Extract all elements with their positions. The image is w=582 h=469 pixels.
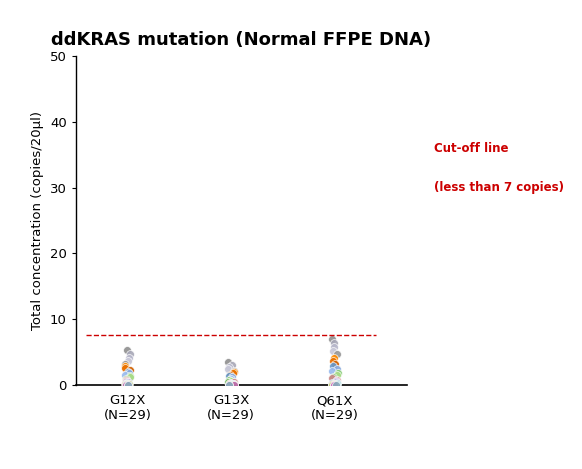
Point bbox=[124, 370, 133, 377]
Point bbox=[229, 381, 239, 388]
Point bbox=[122, 379, 132, 387]
Point bbox=[329, 348, 338, 355]
Point bbox=[225, 381, 234, 388]
Point bbox=[328, 380, 337, 388]
Point bbox=[229, 368, 239, 376]
Point bbox=[229, 381, 239, 388]
Point bbox=[328, 373, 338, 380]
Point bbox=[123, 381, 133, 388]
Point bbox=[224, 376, 233, 384]
Point bbox=[120, 363, 130, 370]
Point bbox=[126, 372, 135, 380]
Point bbox=[228, 380, 237, 387]
Point bbox=[332, 377, 341, 385]
Point bbox=[225, 363, 234, 371]
Point bbox=[227, 361, 236, 369]
Point bbox=[327, 335, 336, 342]
Point bbox=[332, 376, 342, 384]
Point bbox=[332, 379, 341, 386]
Point bbox=[121, 381, 130, 388]
Point bbox=[226, 375, 236, 382]
Point bbox=[332, 380, 342, 388]
Point bbox=[123, 379, 132, 386]
Point bbox=[331, 381, 340, 388]
Point bbox=[333, 369, 343, 377]
Text: (less than 7 copies): (less than 7 copies) bbox=[434, 181, 564, 194]
Point bbox=[229, 367, 239, 375]
Point bbox=[327, 375, 336, 382]
Point bbox=[120, 364, 129, 372]
Point bbox=[329, 357, 338, 365]
Point bbox=[328, 363, 337, 370]
Point bbox=[224, 372, 233, 380]
Point bbox=[228, 374, 237, 381]
Point bbox=[125, 366, 134, 374]
Point bbox=[228, 381, 237, 388]
Point bbox=[328, 381, 337, 388]
Point bbox=[229, 381, 239, 388]
Title: ddKRAS mutation (Normal FFPE DNA): ddKRAS mutation (Normal FFPE DNA) bbox=[51, 31, 432, 49]
Point bbox=[122, 380, 132, 388]
Point bbox=[329, 343, 339, 351]
Point bbox=[123, 357, 133, 365]
Point bbox=[125, 381, 134, 388]
Point bbox=[121, 375, 130, 382]
Point bbox=[122, 380, 131, 388]
Point bbox=[329, 380, 339, 387]
Point bbox=[332, 381, 341, 388]
Point bbox=[331, 360, 340, 367]
Point bbox=[225, 379, 235, 387]
Point bbox=[226, 380, 236, 388]
Point bbox=[123, 368, 133, 376]
Point bbox=[224, 365, 233, 372]
Point bbox=[223, 358, 233, 366]
Point bbox=[329, 354, 339, 362]
Point bbox=[121, 376, 130, 384]
Point bbox=[126, 350, 135, 357]
Point bbox=[125, 354, 134, 362]
Point bbox=[227, 381, 236, 388]
Point bbox=[120, 361, 130, 368]
Point bbox=[224, 381, 233, 388]
Point bbox=[123, 381, 132, 388]
Point bbox=[228, 370, 237, 377]
Point bbox=[223, 378, 233, 386]
Point bbox=[329, 381, 338, 388]
Point bbox=[225, 371, 235, 378]
Point bbox=[122, 347, 132, 354]
Point bbox=[332, 365, 342, 372]
Y-axis label: Total concentration (copies/20μl): Total concentration (copies/20μl) bbox=[31, 111, 44, 330]
Point bbox=[121, 377, 130, 385]
Point bbox=[225, 380, 235, 388]
Point bbox=[229, 379, 239, 386]
Point bbox=[332, 371, 341, 378]
Point bbox=[122, 378, 131, 386]
Point bbox=[329, 339, 338, 346]
Point bbox=[328, 367, 337, 375]
Point bbox=[120, 371, 129, 378]
Point bbox=[229, 381, 238, 388]
Point bbox=[332, 378, 341, 386]
Point bbox=[123, 380, 133, 388]
Point bbox=[332, 351, 342, 358]
Point bbox=[125, 374, 134, 381]
Point bbox=[328, 379, 337, 387]
Point bbox=[329, 381, 339, 388]
Point bbox=[120, 380, 130, 388]
Point bbox=[227, 380, 236, 388]
Point bbox=[122, 380, 131, 387]
Point bbox=[225, 380, 234, 388]
Text: Cut-off line: Cut-off line bbox=[434, 142, 509, 155]
Point bbox=[123, 381, 132, 388]
Point bbox=[226, 377, 236, 385]
Point bbox=[329, 381, 338, 388]
